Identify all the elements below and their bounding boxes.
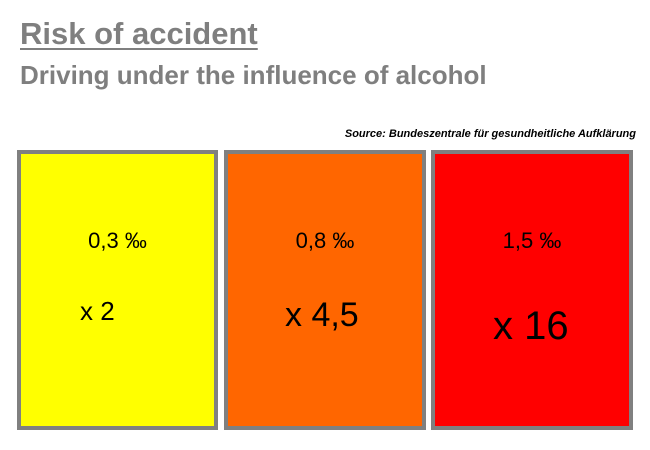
- risk-box-high: 1,5 ‰ x 16: [431, 150, 633, 430]
- page-subtitle: Driving under the influence of alcohol: [20, 60, 487, 90]
- page-title: Risk of accident: [20, 16, 258, 51]
- bac-level-label: 1,5 ‰: [502, 228, 562, 253]
- bac-level-label: 0,8 ‰: [295, 228, 355, 253]
- risk-box-medium: 0,8 ‰ x 4,5: [224, 150, 426, 430]
- bac-level-label: 0,3 ‰: [88, 228, 147, 253]
- risk-factor-label: x 16: [493, 304, 569, 348]
- risk-factor-label: x 4,5: [285, 296, 359, 334]
- source-note: Source: Bundeszentrale für gesundheitlic…: [344, 128, 636, 140]
- risk-box-low: 0,3 ‰ x 2: [17, 150, 218, 430]
- risk-factor-label: x 2: [80, 296, 115, 326]
